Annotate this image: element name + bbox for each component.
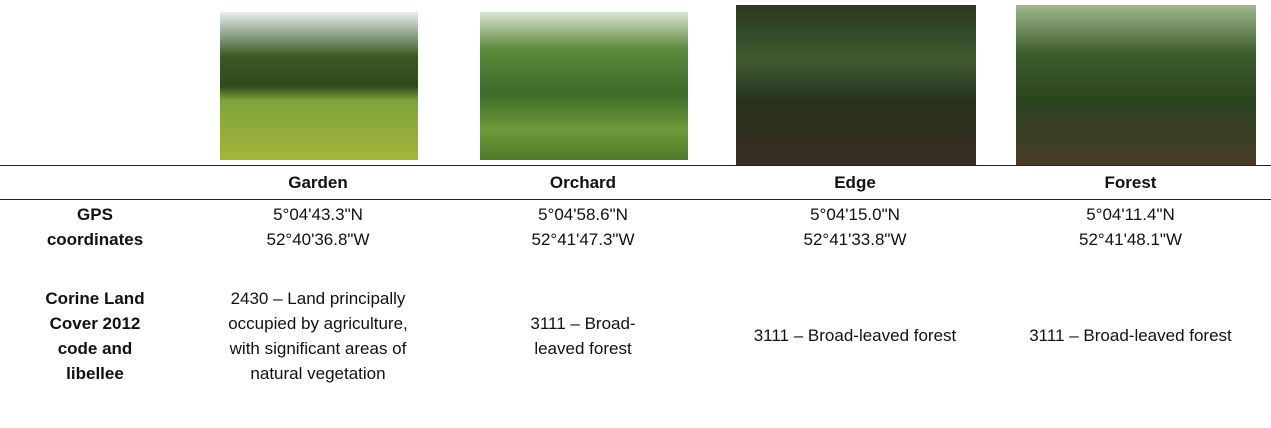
cell-line: 52°41'33.8"W	[720, 227, 990, 252]
photo-orchard	[480, 12, 688, 160]
cell-text: 3111 – Broad-leaved forest	[753, 323, 958, 348]
cell-text: 2430 – Land principally occupied by agri…	[223, 286, 413, 386]
row-label-text: Corine Land Cover 2012 code and libellee	[34, 286, 156, 386]
photo-forest	[1016, 5, 1256, 165]
column-header: Garden	[190, 166, 446, 200]
cell: 2430 – Land principally occupied by agri…	[190, 254, 446, 418]
row-label: GPS coordinates	[0, 200, 190, 254]
column-header: Forest	[990, 166, 1271, 200]
data-row: Corine Land Cover 2012 code and libellee…	[0, 254, 1271, 418]
column-header: Orchard	[446, 166, 720, 200]
cell: 3111 – Broad-leaved forest	[720, 254, 990, 418]
cell-line: 5°04'43.3"N	[190, 202, 446, 227]
cell: 3111 – Broad-leaved forest	[446, 254, 720, 418]
cell-line: 5°04'58.6"N	[446, 202, 720, 227]
row-label: Corine Land Cover 2012 code and libellee	[0, 254, 190, 418]
corner-cell	[0, 166, 190, 200]
cell-line: 52°40'36.8"W	[190, 227, 446, 252]
cell-line: 5°04'11.4"N	[990, 202, 1271, 227]
cell: 3111 – Broad-leaved forest	[990, 254, 1271, 418]
cell-text: 3111 – Broad-leaved forest	[1013, 323, 1248, 348]
cell-line: 52°41'48.1"W	[990, 227, 1271, 252]
row-label-text: GPS coordinates	[40, 202, 150, 252]
photo-garden	[220, 12, 418, 160]
cell-text: 3111 – Broad-leaved forest	[513, 311, 653, 361]
column-header: Edge	[720, 166, 990, 200]
cell-line: 52°41'47.3"W	[446, 227, 720, 252]
cell-line: 5°04'15.0"N	[720, 202, 990, 227]
page: GardenOrchardEdgeForestGPS coordinates5°…	[0, 0, 1271, 428]
photo-edge	[736, 5, 976, 165]
